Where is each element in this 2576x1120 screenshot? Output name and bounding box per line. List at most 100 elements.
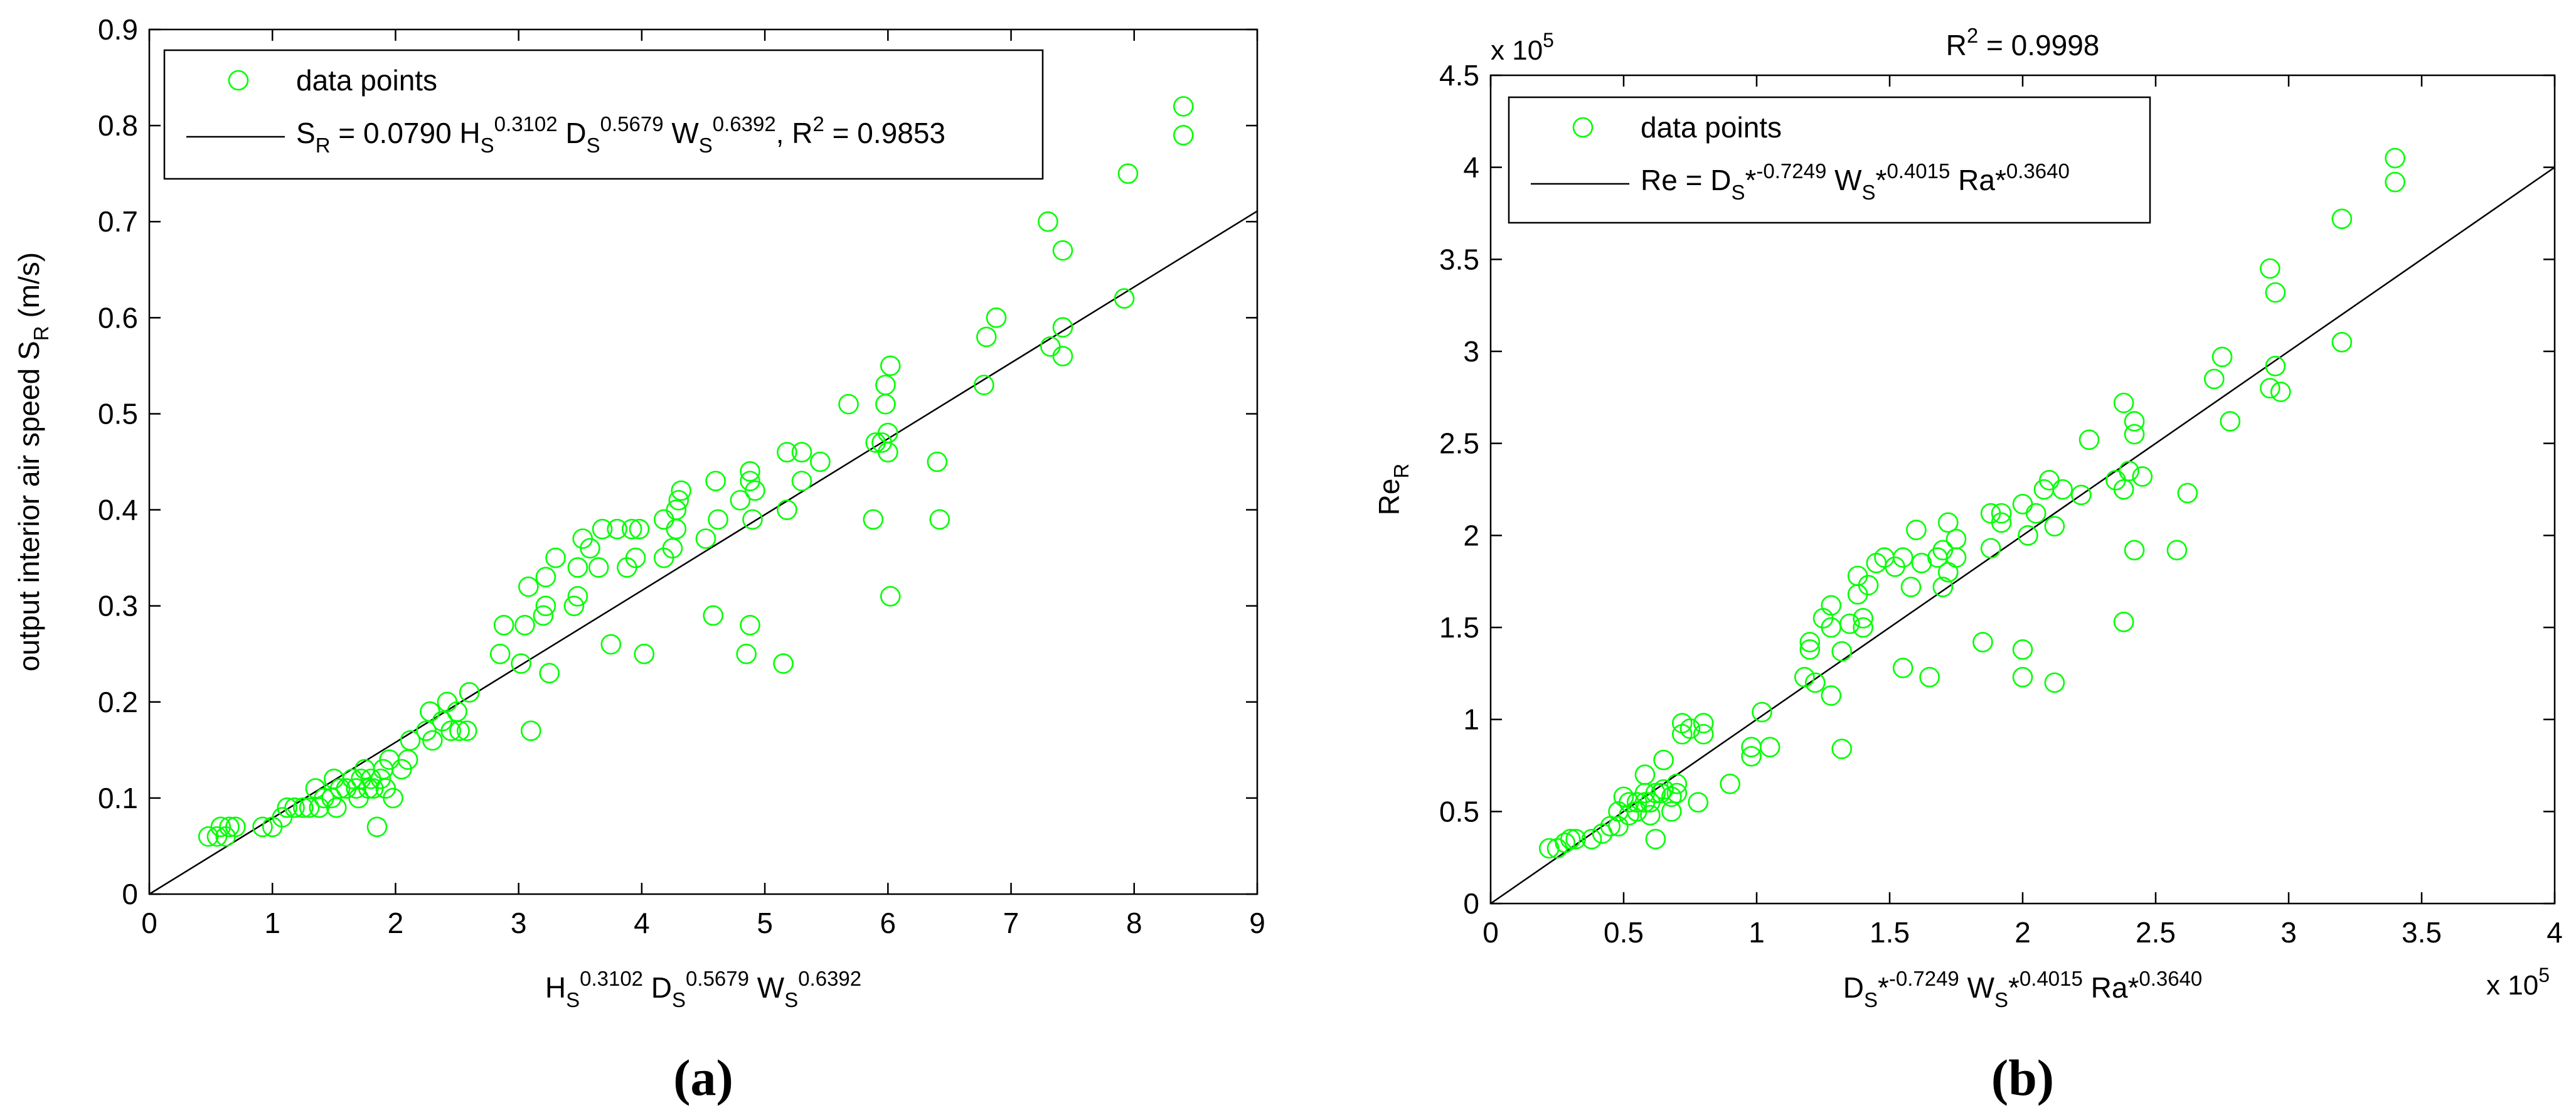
x-axis-label-part: D [643, 971, 672, 1004]
data-point [2018, 525, 2038, 546]
x-axis-label-part: W [1959, 971, 1995, 1004]
data-point [1945, 528, 1967, 550]
x-tick-label: 2 [388, 907, 404, 939]
data-point [2385, 171, 2405, 193]
x-tick-label: 6 [880, 907, 897, 939]
x-tick-label: 3 [511, 907, 527, 939]
x-axis-label-superscript: 0.4015 [2020, 967, 2083, 990]
panel-label-letter: a [691, 1049, 716, 1106]
data-point [2265, 282, 2286, 303]
data-point [2124, 424, 2145, 445]
data-point [326, 797, 347, 818]
x-tick-label: 5 [757, 907, 773, 939]
data-point [1853, 617, 1873, 638]
y-tick-label: 0.4 [98, 494, 138, 526]
y-tick-label: 0.8 [98, 109, 138, 142]
x-tick-label: 0 [1482, 916, 1499, 949]
x-axis-label-part: H [545, 971, 566, 1004]
data-point [567, 586, 588, 607]
data-point [1919, 666, 1940, 688]
data-point [1040, 336, 1061, 357]
x-tick-label: 3.5 [2402, 916, 2442, 949]
x-axis-label-superscript: 0.3640 [2139, 967, 2202, 990]
legend-line-label-subscript: S [699, 134, 713, 157]
data-point [777, 499, 797, 520]
legend-line-label-part: = 0.9853 [824, 117, 945, 149]
data-point [1858, 575, 1879, 595]
data-point [440, 720, 462, 742]
data-point [1839, 613, 1860, 634]
data-point [1693, 723, 1714, 745]
data-point [1640, 804, 1661, 826]
y-tick-label: 0 [122, 878, 138, 910]
legend-line-label-subscript: S [1731, 181, 1745, 204]
data-point [1853, 608, 1873, 629]
legend-line-label-part: W [1826, 164, 1862, 196]
y-tick-label: 0.7 [98, 205, 138, 238]
data-point [600, 634, 622, 655]
legend-marker [228, 70, 249, 91]
data-point [563, 595, 585, 616]
y-axis-label: output interior air speed SR (m/s) [13, 252, 53, 671]
x-axis-label-superscript: 0.3102 [580, 967, 643, 990]
data-point [730, 489, 751, 511]
data-point [422, 730, 443, 751]
legend-line-label-subscript: R [316, 134, 331, 157]
data-point [2260, 258, 2281, 279]
data-point [1117, 163, 1139, 184]
data-point [2211, 346, 2233, 368]
data-point [489, 643, 511, 664]
data-point [1932, 577, 1954, 597]
x-exponent-base: x 10 [2486, 970, 2538, 1001]
data-point [2012, 666, 2033, 688]
data-point [880, 586, 901, 607]
chart-title-rest: = 0.9998 [1978, 29, 2099, 61]
legend-line-label-part: Re = D [1641, 164, 1731, 196]
data-point [580, 538, 600, 559]
data-point [878, 442, 898, 462]
x-axis-label-subscript: S [672, 988, 686, 1011]
data-point [1906, 520, 1927, 540]
y-tick-label: 0 [1463, 887, 1479, 920]
legend-line-label-subscript: S [1862, 181, 1876, 204]
data-point [1613, 786, 1634, 808]
data-point [777, 442, 797, 462]
x-tick-label: 3 [2281, 916, 2297, 949]
x-tick-label: 9 [1249, 907, 1265, 939]
data-point [2113, 611, 2134, 632]
data-point [875, 393, 896, 415]
legend-marker-label: data points [296, 64, 437, 97]
x-axis-label-part: * [1878, 971, 1889, 1004]
data-point [210, 816, 232, 838]
y-tick-label: 0.3 [98, 590, 138, 622]
x-axis-label-part: * [2008, 971, 2020, 1004]
data-point [1600, 816, 1621, 837]
legend-line-label-superscript: 2 [813, 112, 824, 136]
data-point [838, 393, 859, 415]
fit-line [149, 210, 1258, 895]
data-point [740, 471, 760, 491]
data-point [1831, 641, 1852, 662]
data-point [2044, 672, 2065, 693]
legend-line-label-part: D [558, 117, 587, 149]
data-point [1560, 829, 1581, 850]
x-tick-label: 2 [2014, 916, 2031, 949]
data-point [662, 538, 683, 559]
legend-line-label-part: S [296, 117, 316, 149]
panel-b-scatter-chart: 0 0.5 1 1.5 2 2.5 3 3.5 4 0 0.5 1 1.5 2 2.5 3 3.5 4 4.5 x 1… [1373, 24, 2563, 1106]
x-axis-label-superscript: 0.5679 [686, 967, 749, 990]
legend-line-label-superscript: -0.7249 [1756, 159, 1826, 183]
data-point [383, 787, 403, 809]
x-tick-label: 1 [1748, 916, 1765, 949]
data-point [370, 768, 391, 789]
legend-marker-label: data points [1641, 111, 1782, 144]
data-point [2177, 483, 2198, 504]
data-point [2270, 381, 2291, 402]
data-point [1038, 211, 1058, 232]
data-point [1666, 782, 1688, 804]
data-point [736, 643, 757, 664]
y-tick-label: 0.9 [98, 13, 138, 46]
chart-title-base: R [1946, 29, 1967, 61]
data-point [2025, 503, 2046, 524]
data-point [1741, 746, 1762, 767]
